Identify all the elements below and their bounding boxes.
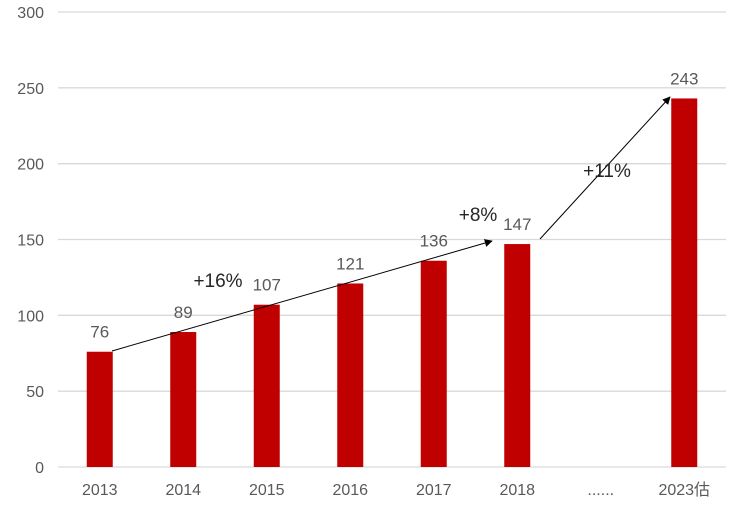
x-tick-label: ...... [587, 482, 614, 499]
growth-annotation: +16% [193, 271, 242, 292]
data-label: 243 [670, 69, 698, 88]
bar [170, 332, 197, 467]
y-tick-label: 0 [35, 460, 44, 477]
x-tick-label: 2016 [332, 482, 368, 499]
x-tick-label: 2023估 [658, 481, 710, 499]
y-tick-label: 300 [17, 5, 44, 22]
growth-annotation: +8% [459, 205, 498, 226]
growth-arrow [111, 239, 493, 352]
bar [337, 283, 364, 467]
bar [420, 260, 447, 467]
y-tick-label: 250 [17, 81, 44, 98]
x-tick-label: 2013 [82, 482, 118, 499]
bar [504, 244, 531, 467]
y-tick-label: 100 [17, 308, 44, 325]
y-tick-label: 50 [26, 384, 44, 401]
bar [86, 351, 113, 467]
data-label: 121 [336, 254, 364, 273]
x-tick-label: 2015 [249, 482, 285, 499]
data-label: 89 [174, 303, 193, 322]
data-label: 147 [503, 215, 531, 234]
bar [253, 304, 280, 467]
growth-annotation: +11% [583, 161, 631, 182]
y-tick-label: 200 [17, 157, 44, 174]
y-tick-label: 150 [17, 233, 44, 250]
x-tick-label: 2018 [499, 482, 535, 499]
bar [671, 98, 698, 467]
data-label: 76 [90, 323, 109, 342]
data-label: 107 [253, 276, 281, 295]
growth-arrow [539, 96, 671, 240]
x-tick-label: 2014 [165, 482, 201, 499]
data-label: 136 [420, 232, 448, 251]
x-tick-label: 2017 [416, 482, 452, 499]
